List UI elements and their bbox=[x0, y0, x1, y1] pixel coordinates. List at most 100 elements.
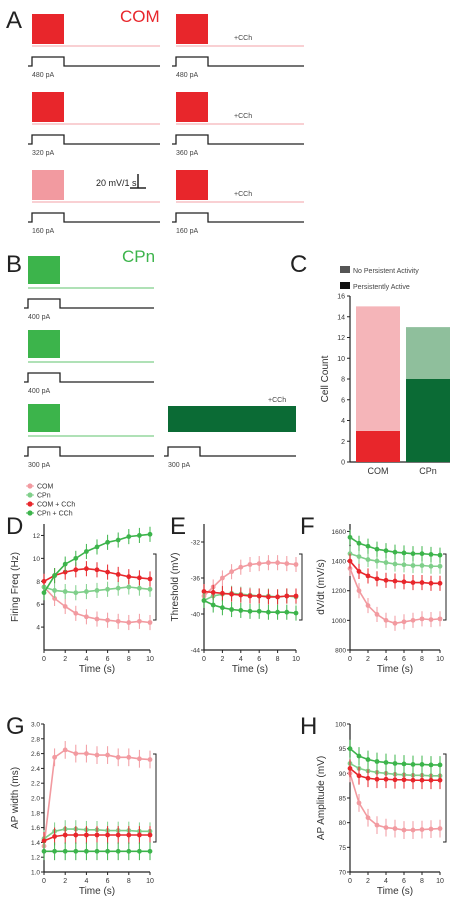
data-point bbox=[410, 551, 416, 557]
data-point bbox=[284, 609, 290, 615]
y-tick-label: 70 bbox=[339, 870, 347, 877]
data-point bbox=[115, 754, 121, 760]
data-point bbox=[41, 590, 47, 596]
data-point bbox=[62, 832, 68, 838]
y-tick-label: 16 bbox=[337, 294, 345, 301]
x-tick-label: 6 bbox=[106, 656, 110, 663]
panel-c-legend: No Persistent Activity Persistently Acti… bbox=[340, 266, 419, 291]
stim-label: 300 pA bbox=[28, 462, 51, 469]
y-axis-label: Firing Freq (Hz) bbox=[10, 552, 21, 622]
y-axis-label: AP Amplitude (mV) bbox=[316, 756, 327, 840]
spike-train bbox=[176, 14, 208, 44]
legend-swatch-no-persistent bbox=[340, 266, 350, 273]
data-point bbox=[94, 848, 100, 854]
data-point bbox=[247, 593, 253, 599]
data-point bbox=[401, 777, 407, 783]
panel-a-scale-label: 20 mV/1 s bbox=[96, 178, 137, 188]
data-point bbox=[401, 619, 407, 625]
data-point bbox=[73, 848, 79, 854]
data-point bbox=[428, 580, 434, 586]
current-step bbox=[28, 56, 160, 67]
panel-c-chart: 0 2 4 6 8 10 12 14 16 Cell Count COM CPn bbox=[320, 294, 450, 476]
current-step bbox=[172, 212, 304, 223]
data-point bbox=[356, 773, 362, 779]
y-tick-label: 1.0 bbox=[31, 870, 40, 877]
panel-letter: H bbox=[300, 713, 317, 740]
data-point bbox=[356, 800, 362, 806]
x-tick-label: CPn bbox=[419, 466, 437, 476]
y-axis-label: dV/dt (mV/s) bbox=[316, 559, 327, 615]
panel-a-title: COM bbox=[120, 7, 160, 26]
data-point bbox=[410, 563, 416, 568]
current-step bbox=[28, 134, 160, 145]
data-point bbox=[392, 549, 398, 555]
data-point bbox=[73, 751, 79, 756]
data-point bbox=[266, 560, 271, 566]
drug-label: +CCh bbox=[268, 397, 286, 404]
data-point bbox=[73, 555, 79, 561]
data-point bbox=[419, 551, 425, 557]
y-axis-label: Threshold (mV) bbox=[170, 553, 181, 622]
data-point bbox=[401, 579, 407, 585]
x-axis-label: Time (s) bbox=[79, 664, 115, 675]
data-point bbox=[41, 838, 47, 844]
data-point bbox=[410, 617, 416, 623]
data-point bbox=[428, 617, 434, 623]
data-point bbox=[437, 777, 443, 783]
y-tick-label: 2.8 bbox=[31, 736, 40, 743]
data-point bbox=[73, 832, 79, 838]
panel-b-letter: B bbox=[6, 251, 22, 278]
data-point bbox=[392, 826, 398, 831]
data-point bbox=[374, 776, 380, 782]
scale-bar bbox=[130, 174, 146, 189]
significance-bracket bbox=[153, 553, 157, 621]
y-tick-label: 100 bbox=[335, 722, 346, 729]
x-tick-label: 4 bbox=[84, 878, 88, 885]
data-point bbox=[374, 612, 380, 617]
spike-train bbox=[28, 256, 60, 284]
data-point bbox=[428, 826, 434, 832]
stim-label: 160 pA bbox=[176, 228, 199, 235]
data-point bbox=[238, 592, 244, 598]
y-tick-label: 75 bbox=[339, 845, 347, 852]
data-point bbox=[94, 588, 100, 593]
data-point bbox=[147, 620, 153, 625]
panel-letter: G bbox=[6, 713, 25, 740]
data-point bbox=[115, 848, 121, 854]
data-point bbox=[383, 776, 389, 782]
data-point bbox=[392, 777, 398, 783]
data-point bbox=[365, 557, 371, 562]
current-step bbox=[172, 56, 304, 67]
data-point bbox=[137, 575, 142, 581]
data-point bbox=[238, 564, 244, 570]
drug-label: +CCh bbox=[234, 191, 252, 198]
data-point bbox=[383, 548, 389, 554]
stim-label: 360 pA bbox=[176, 150, 199, 157]
data-point bbox=[392, 761, 398, 766]
data-point bbox=[256, 608, 262, 614]
x-tick-label: 6 bbox=[106, 878, 110, 885]
data-point bbox=[73, 610, 79, 616]
data-point bbox=[147, 576, 153, 582]
data-point bbox=[105, 848, 110, 854]
spike-train bbox=[176, 170, 208, 200]
data-point bbox=[419, 827, 425, 832]
data-point bbox=[401, 827, 407, 833]
data-point bbox=[437, 563, 443, 569]
x-tick-label: 10 bbox=[292, 656, 300, 663]
data-point bbox=[62, 561, 68, 567]
data-point bbox=[126, 848, 132, 854]
x-tick-label: 10 bbox=[436, 656, 444, 663]
current-step bbox=[28, 212, 160, 223]
y-tick-label: 95 bbox=[339, 746, 347, 753]
y-tick-label: 12 bbox=[33, 533, 41, 540]
y-tick-label: 14 bbox=[337, 314, 345, 321]
data-point bbox=[52, 573, 57, 578]
data-point bbox=[126, 832, 132, 838]
data-point bbox=[229, 607, 235, 612]
data-point bbox=[137, 533, 142, 538]
data-point bbox=[105, 752, 110, 758]
data-point bbox=[392, 620, 398, 626]
